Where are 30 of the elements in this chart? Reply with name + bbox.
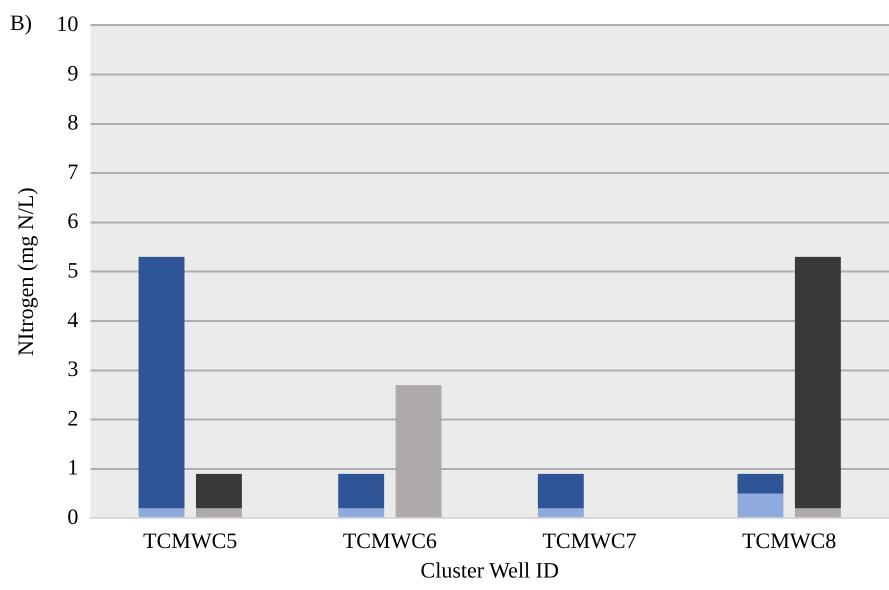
y-axis-title: NItrogen (mg N/L): [12, 187, 38, 356]
bar: [794, 256, 841, 508]
bar: [538, 508, 584, 518]
x-tick-label: TCMWC8: [742, 528, 836, 554]
bar: [538, 474, 584, 508]
y-tick-label: 4: [67, 306, 78, 332]
bar: [794, 508, 841, 518]
y-tick-label: 2: [67, 405, 78, 430]
bar: [738, 474, 784, 494]
y-tick-label: 7: [67, 158, 78, 184]
y-tick-label: 1: [67, 454, 78, 480]
x-tick-label: TCMWC7: [542, 528, 637, 554]
y-tick-label: 5: [67, 257, 78, 282]
y-tick-label: 3: [67, 356, 78, 382]
bar: [196, 508, 242, 518]
x-tick-label: TCMWC5: [143, 528, 238, 554]
x-axis-title: Cluster Well ID: [420, 558, 559, 583]
bar: [138, 508, 184, 518]
y-tick-label: 9: [67, 60, 78, 86]
text: B): [10, 10, 32, 36]
y-tick-label: 0: [67, 504, 78, 529]
bar: [738, 494, 784, 518]
bar: [338, 474, 384, 508]
bar: [196, 474, 242, 508]
y-tick-label: 10: [56, 10, 78, 36]
bar: [338, 508, 384, 518]
y-tick-label: 6: [67, 208, 78, 234]
y-tick-label: 8: [67, 110, 78, 135]
x-tick-label: TCMWC6: [342, 528, 437, 554]
bar: [138, 256, 184, 508]
